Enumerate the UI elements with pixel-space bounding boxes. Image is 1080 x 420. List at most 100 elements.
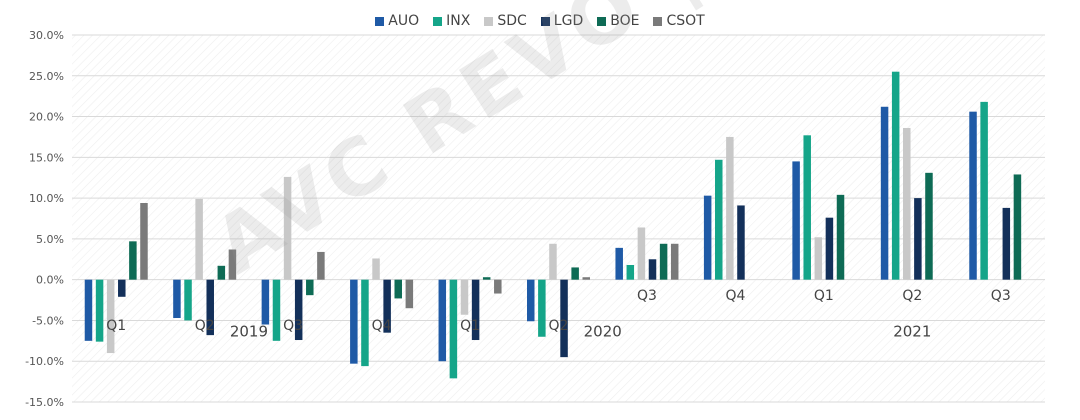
- bar-auo: [84, 279, 93, 341]
- bar-lgd: [471, 279, 480, 341]
- bar-auo: [350, 279, 358, 364]
- x-group-label: 2020: [584, 323, 622, 341]
- bar-lgd: [383, 279, 391, 333]
- bar-lgd: [294, 279, 303, 341]
- bar-lgd: [118, 279, 126, 297]
- legend-item-sdc: SDC: [484, 13, 527, 29]
- x-category-label: Q3: [637, 288, 657, 304]
- bar-sdc: [726, 136, 734, 280]
- bar-sdc: [195, 198, 203, 280]
- bar-auo: [438, 279, 447, 362]
- y-tick-label: -5.0%: [32, 314, 64, 327]
- x-group-label: 2021: [893, 323, 931, 341]
- bar-sdc: [460, 279, 469, 315]
- x-category-label: Q1: [460, 318, 480, 334]
- bar-boe: [217, 265, 226, 280]
- bar-boe: [306, 279, 314, 296]
- bar-lgd: [206, 279, 214, 336]
- bar-inx: [891, 71, 900, 280]
- x-category-label: Q1: [106, 318, 126, 334]
- x-category-label: Q1: [814, 288, 834, 304]
- bar-boe: [1013, 174, 1022, 280]
- x-category-label: Q2: [549, 318, 569, 334]
- legend-label: LGD: [553, 13, 584, 29]
- bar-sdc: [372, 258, 380, 280]
- bar-boe: [836, 194, 845, 280]
- bar-lgd: [914, 198, 922, 280]
- bar-inx: [715, 159, 723, 280]
- y-tick-label: 30.0%: [29, 29, 64, 42]
- bar-auo: [969, 111, 977, 280]
- y-tick-label: 15.0%: [29, 151, 64, 164]
- x-category-label: Q3: [991, 288, 1011, 304]
- bar-csot: [405, 279, 414, 309]
- x-category-label: Q2: [902, 288, 922, 304]
- bar-sdc: [106, 279, 115, 354]
- bar-sdc: [814, 237, 823, 280]
- legend-label: CSOT: [666, 13, 705, 29]
- bar-auo: [527, 279, 535, 322]
- y-tick-label: 10.0%: [29, 192, 64, 205]
- legend-item-boe: BOE: [597, 13, 639, 29]
- y-tick-label: -15.0%: [25, 396, 64, 409]
- bar-csot: [670, 243, 679, 280]
- bar-inx: [449, 279, 458, 379]
- bar-inx: [184, 279, 192, 321]
- bar-auo: [173, 279, 181, 318]
- bar-sdc: [283, 176, 292, 280]
- y-tick-label: 5.0%: [36, 233, 64, 246]
- x-category-label: Q2: [195, 318, 215, 334]
- legend-swatch: [375, 16, 385, 26]
- bar-auo: [615, 247, 623, 280]
- bar-csot: [494, 279, 502, 294]
- legend-swatch: [484, 16, 494, 26]
- legend-label: BOE: [610, 13, 640, 29]
- y-tick-label: 20.0%: [29, 111, 64, 124]
- bar-boe: [129, 241, 137, 280]
- bar-auo: [261, 279, 270, 325]
- legend-label: SDC: [497, 13, 527, 29]
- bar-csot: [317, 251, 325, 280]
- legend-item-auo: AUO: [375, 13, 419, 29]
- x-category-label: Q3: [283, 318, 303, 334]
- bar-sdc: [549, 243, 557, 280]
- bar-boe: [659, 243, 668, 280]
- bar-inx: [803, 135, 811, 280]
- bar-inx: [626, 264, 635, 280]
- bar-boe: [482, 277, 491, 280]
- bar-inx: [95, 279, 104, 342]
- bar-csot: [228, 249, 237, 280]
- legend-item-csot: CSOT: [653, 13, 705, 29]
- x-category-label: Q4: [725, 288, 745, 304]
- bar-lgd: [737, 205, 745, 280]
- bar-boe: [394, 279, 402, 299]
- x-group-label: 2019: [230, 323, 268, 341]
- chart-legend: AUO INX SDC LGD BOE CSOT: [0, 10, 1080, 32]
- bar-sdc: [903, 127, 911, 280]
- legend-label: AUO: [388, 13, 420, 29]
- legend-swatch: [653, 16, 663, 26]
- y-tick-label: -10.0%: [25, 355, 64, 368]
- bar-auo: [703, 195, 712, 280]
- legend-item-lgd: LGD: [540, 13, 584, 29]
- bar-boe: [925, 172, 933, 280]
- y-tick-label: 25.0%: [29, 70, 64, 83]
- bar-csot: [140, 203, 148, 280]
- legend-item-inx: INX: [433, 13, 470, 29]
- legend-swatch: [433, 16, 443, 26]
- bar-csot: [582, 277, 590, 280]
- bar-inx: [361, 279, 369, 367]
- bar-auo: [880, 106, 889, 280]
- bar-lgd: [825, 217, 834, 280]
- legend-swatch: [597, 16, 607, 26]
- bar-inx: [538, 279, 546, 337]
- bar-inx: [980, 101, 988, 280]
- x-category-label: Q4: [372, 318, 392, 334]
- legend-label: INX: [446, 13, 471, 29]
- bar-auo: [792, 161, 800, 280]
- bar-lgd: [648, 259, 657, 280]
- legend-swatch: [540, 16, 550, 26]
- bar-lgd: [1002, 207, 1011, 280]
- y-tick-label: 0.0%: [36, 274, 64, 287]
